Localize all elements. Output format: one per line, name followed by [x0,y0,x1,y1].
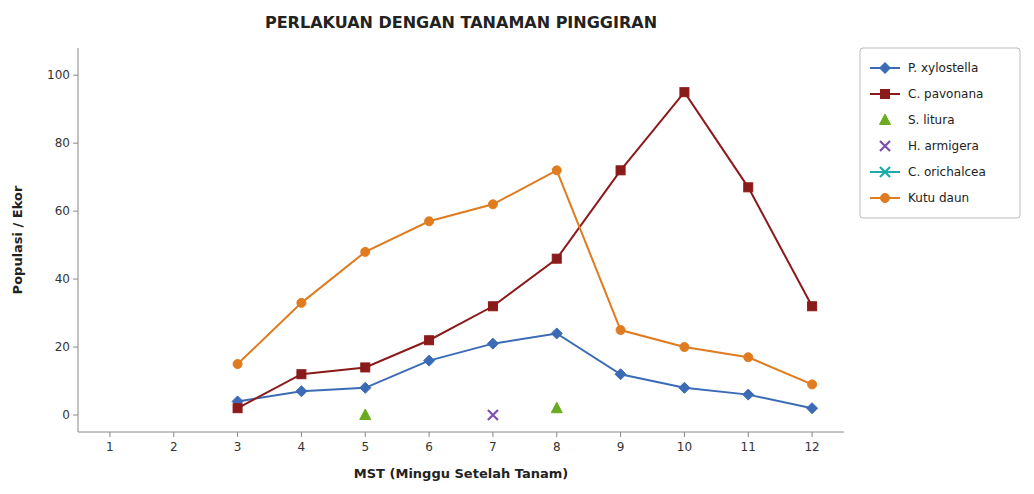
series [233,88,817,413]
legend-label: S. litura [908,113,955,127]
y-tick [73,347,78,348]
chart: PERLAKUAN DENGAN TANAMAN PINGGIRAN 0 20 40 6… [0,0,1034,494]
x-tick [684,432,685,437]
data-point [551,328,562,339]
data-point [679,382,690,393]
data-point [361,247,370,256]
x-axis-label: MST (Minggu Setelah Tanam) [354,466,568,481]
series [232,328,818,414]
data-point [808,302,817,311]
legend-marker [880,114,891,125]
y-axis [78,48,79,432]
y-tick-label: 0 [62,408,70,422]
x-tick [748,432,749,437]
data-point [615,369,626,380]
legend-marker [881,90,890,99]
x-tick-label: 6 [425,440,433,454]
data-point [297,370,306,379]
series-line [238,170,813,384]
series [488,410,498,420]
x-tick [109,432,110,437]
data-point [488,302,497,311]
data-point [361,363,370,372]
x-tick-label: 1 [106,440,114,454]
x-tick-label: 10 [677,440,692,454]
data-point [425,336,434,345]
data-point [616,166,625,175]
y-tick [73,75,78,76]
x-tick [620,432,621,437]
data-point [552,254,561,263]
x-tick-label: 12 [804,440,819,454]
y-tick [73,143,78,144]
data-point [680,343,689,352]
data-point [425,217,434,226]
legend-marker [881,194,890,203]
data-point [552,166,561,175]
data-point [680,88,689,97]
y-tick [73,279,78,280]
y-tick [73,211,78,212]
x-tick-label: 3 [234,440,242,454]
series-line [238,92,813,408]
x-axis [78,432,844,433]
y-tick-label: 80 [55,136,70,150]
x-tick-label: 11 [741,440,756,454]
x-tick-label: 5 [361,440,369,454]
x-tick [173,432,174,437]
x-tick [556,432,557,437]
y-tick [73,415,78,416]
x-tick-label: 9 [617,440,625,454]
x-tick-label: 8 [553,440,561,454]
plot-area [232,88,818,420]
x-tick [812,432,813,437]
series [233,166,817,389]
y-tick-label: 20 [55,340,70,354]
legend-frame [860,48,1020,218]
legend-marker [880,63,891,74]
data-point [808,380,817,389]
legend-label: H. armigera [908,139,979,153]
legend-label: C. pavonana [908,87,983,101]
title: PERLAKUAN DENGAN TANAMAN PINGGIRAN [265,13,657,32]
x-tick-label: 4 [298,440,306,454]
y-tick-label: 40 [55,272,70,286]
data-point [807,403,818,414]
y-tick-label: 100 [47,68,70,82]
x-tick [429,432,430,437]
data-point [360,409,371,420]
x-tick [492,432,493,437]
data-point [360,382,371,393]
data-point [233,404,242,413]
data-point [233,360,242,369]
data-point [743,389,754,400]
x-tick [365,432,366,437]
legend: P. xylostella C. pavonana S. litura H. armi… [860,48,1020,218]
y-axis-label: Populasi / Ekor [10,185,25,294]
data-point [488,410,498,420]
legend-marker [880,167,890,177]
legend-marker [880,141,890,151]
legend-label: P. xylostella [908,61,978,75]
x-tick-label: 7 [489,440,497,454]
data-point [744,353,753,362]
data-point [296,386,307,397]
legend-label: C. orichalcea [908,165,986,179]
data-point [424,355,435,366]
legend-label: Kutu daun [908,191,969,205]
data-point [487,338,498,349]
x-tick-label: 2 [170,440,178,454]
data-point [551,402,562,413]
data-point [297,298,306,307]
data-point [616,326,625,335]
x-tick [237,432,238,437]
data-point [488,200,497,209]
series [360,402,563,419]
series-line [238,333,813,408]
y-tick-label: 60 [55,204,70,218]
data-point [744,183,753,192]
x-tick [301,432,302,437]
